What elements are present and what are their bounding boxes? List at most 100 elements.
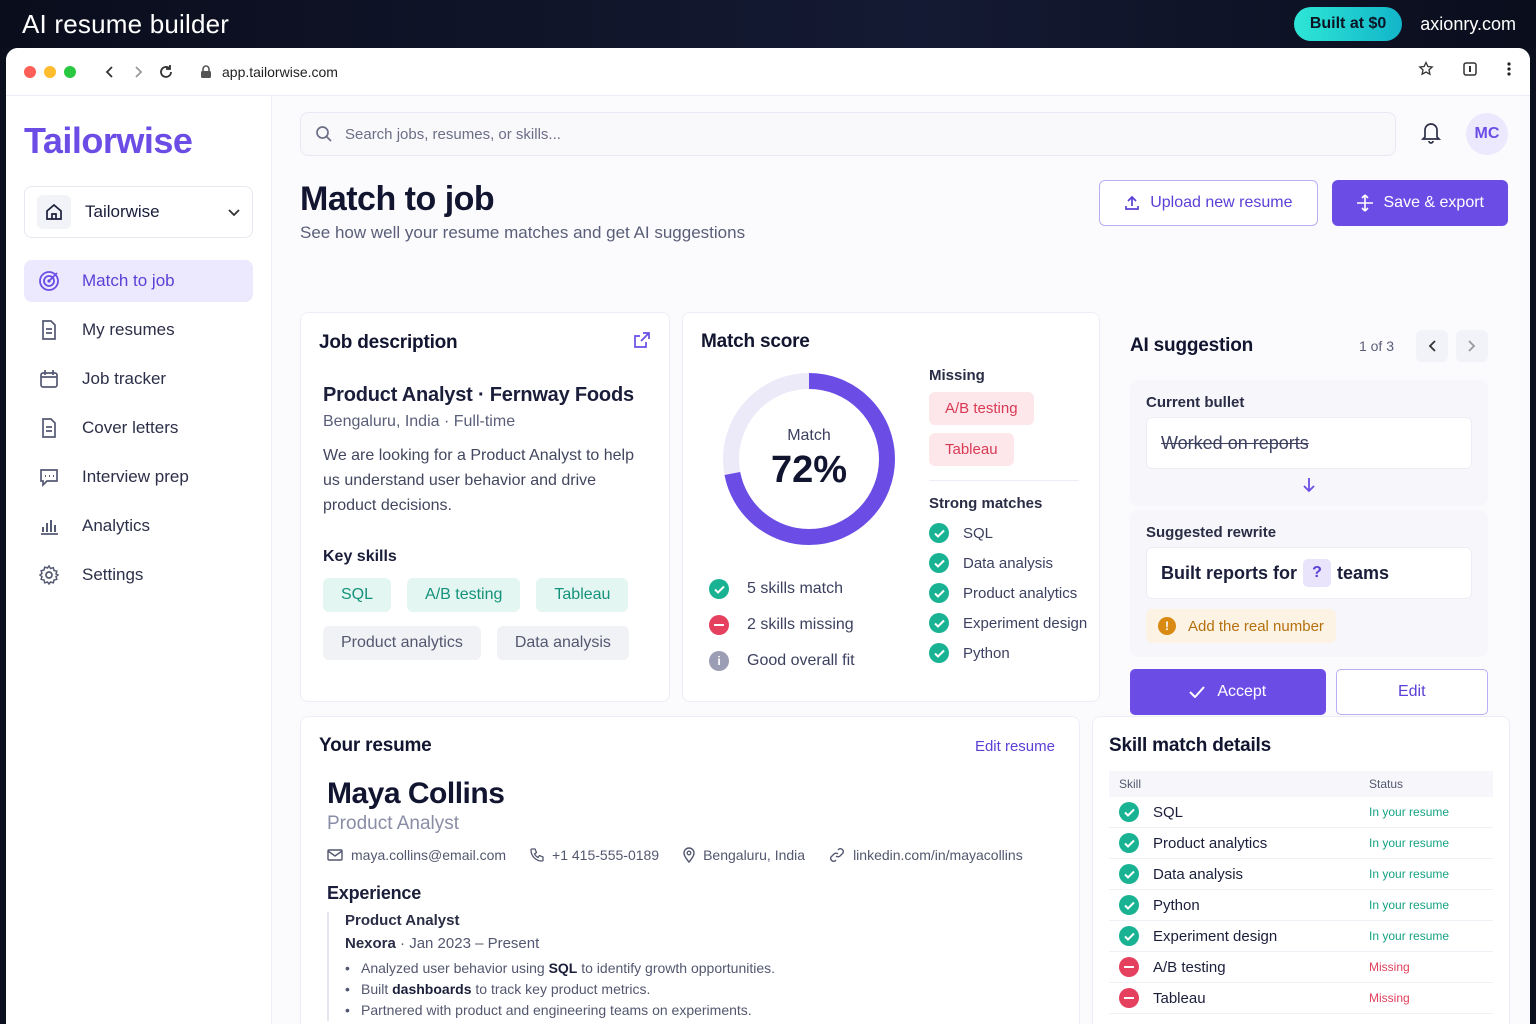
match-percent: 72% — [770, 448, 848, 491]
sidebar-item-analytics[interactable]: Analytics — [24, 505, 253, 547]
accept-label: Accept — [1217, 683, 1267, 700]
browser-window: app.tailorwise.com Tailorwise Tailorwise… — [6, 48, 1530, 1024]
column-header-skill: Skill — [1119, 777, 1142, 791]
skill-status: In your resume — [1369, 898, 1450, 912]
skill-name: Python — [1153, 896, 1200, 914]
previous-suggestion-button[interactable] — [1416, 330, 1448, 362]
edit-suggestion-button[interactable]: Edit — [1335, 669, 1488, 715]
maximize-window-button[interactable] — [64, 65, 76, 78]
browser-toolbar: app.tailorwise.com — [6, 48, 1530, 96]
banner-title: AI resume builder — [22, 8, 230, 39]
home-icon — [37, 195, 71, 229]
sidebar-item-my-resumes[interactable]: My resumes — [24, 309, 253, 351]
donut-label: Match — [787, 426, 831, 444]
match-score-card: Match score Match 72% 5 skills match 2 s… — [682, 312, 1100, 702]
experience-dates: · Jan 2023 – Present — [395, 935, 540, 952]
table-row: Tableau Missing — [1109, 983, 1493, 1014]
table-row: Product analytics In your resume — [1109, 828, 1493, 859]
summary-item: 2 skills missing — [747, 616, 854, 633]
accept-button[interactable]: Accept — [1130, 669, 1326, 715]
bell-icon[interactable] — [1420, 120, 1442, 149]
reload-icon[interactable] — [152, 58, 180, 86]
warning-icon: ! — [1158, 617, 1176, 635]
address-bar[interactable]: app.tailorwise.com — [188, 54, 1408, 89]
sidebar-item-settings[interactable]: Settings — [24, 554, 253, 596]
table-row: Python In your resume — [1109, 890, 1493, 921]
chat-icon — [40, 469, 58, 488]
arrow-down-icon — [1146, 477, 1472, 498]
star-icon[interactable] — [1418, 60, 1434, 82]
sidebar-item-interview-prep[interactable]: Interview prep — [24, 456, 253, 498]
sidebar-item-label: Job tracker — [82, 369, 167, 388]
avatar[interactable]: MC — [1466, 113, 1508, 155]
job-location: Bengaluru, India · Full-time — [323, 413, 516, 430]
calendar-icon — [40, 370, 58, 388]
job-description-text: We are looking for a Product Analyst to … — [323, 447, 634, 514]
suggested-text-after: teams — [1337, 562, 1390, 583]
close-window-button[interactable] — [24, 65, 36, 78]
lock-icon — [201, 64, 211, 78]
sidebar-item-label: Settings — [82, 565, 144, 584]
sidebar-item-label: Interview prep — [82, 467, 189, 486]
back-icon[interactable] — [96, 58, 124, 86]
external-link-icon[interactable] — [633, 331, 651, 354]
resume-email[interactable]: maya.collins@email.com — [351, 847, 507, 863]
skill-table: Skill Status SQL In your resume Product an… — [1109, 771, 1493, 1014]
strong-match-item: Data analysis — [963, 554, 1054, 572]
minimize-window-button[interactable] — [44, 65, 56, 78]
suggested-rewrite-label: Suggested rewrite — [1146, 524, 1277, 541]
workspace-switcher[interactable]: Tailorwise — [24, 186, 253, 238]
placeholder-chip[interactable]: ? — [1303, 559, 1332, 587]
sidebar-item-match-to-job[interactable]: Match to job — [24, 260, 253, 302]
missing-skill-tag: Tableau — [929, 433, 1014, 466]
gear-icon — [38, 564, 60, 586]
forward-icon[interactable] — [124, 58, 152, 86]
search-input[interactable]: Search jobs, resumes, or skills... — [300, 112, 1396, 156]
info-icon: i — [709, 651, 729, 671]
upload-icon — [1125, 195, 1140, 210]
extensions-icon[interactable] — [1462, 61, 1478, 82]
phone-icon — [530, 848, 544, 862]
next-suggestion-button[interactable] — [1456, 330, 1488, 362]
resume-linkedin[interactable]: linkedin.com/in/mayacollins — [853, 847, 1023, 863]
skill-status: In your resume — [1369, 929, 1450, 943]
chevron-left-icon — [1428, 340, 1436, 352]
suggested-rewrite-field[interactable]: Built reports for ? teams — [1146, 547, 1472, 599]
strong-match-item: SQL — [963, 524, 994, 542]
mail-icon — [327, 849, 343, 861]
app-logo[interactable]: Tailorwise — [24, 120, 193, 161]
main-content: Search jobs, resumes, or skills... MC Ma… — [272, 96, 1530, 1024]
sidebar-item-label: Match to job — [82, 271, 175, 290]
sidebar: Tailorwise Tailorwise Match to job My re… — [6, 96, 272, 1024]
resume-card: Your resume Edit resume Maya Collins Pro… — [300, 716, 1080, 1024]
job-role: Product Analyst · Fernway Foods — [323, 384, 634, 406]
edit-resume-link[interactable]: Edit resume — [974, 737, 1055, 755]
table-row: SQL In your resume — [1109, 797, 1493, 828]
sidebar-item-job-tracker[interactable]: Job tracker — [24, 358, 253, 400]
resume-card-title: Your resume — [319, 735, 432, 756]
key-skills-heading: Key skills — [323, 548, 397, 565]
sidebar-item-cover-letters[interactable]: Cover letters — [24, 407, 253, 449]
check-icon — [1119, 802, 1139, 822]
upload-resume-button[interactable]: Upload new resume — [1099, 180, 1318, 226]
check-icon — [929, 523, 949, 543]
skill-name: Product analytics — [1153, 834, 1268, 852]
job-description-card: Job description Product Analyst · Fernwa… — [300, 312, 670, 702]
url-text: app.tailorwise.com — [222, 63, 338, 80]
save-label: Save & export — [1383, 194, 1485, 211]
skill-name: Experiment design — [1153, 927, 1278, 945]
resume-location: Bengaluru, India — [703, 847, 806, 863]
more-menu-icon[interactable] — [1506, 61, 1512, 82]
check-icon — [709, 579, 729, 599]
match-donut: Match 72% — [721, 371, 897, 547]
experience-company-line: Nexora · Jan 2023 – Present — [345, 935, 1061, 952]
search-placeholder: Search jobs, resumes, or skills... — [345, 125, 561, 143]
experience-bullet: Partnered with product and engineering t… — [345, 1000, 1061, 1021]
bar-chart-icon — [41, 520, 58, 535]
save-export-button[interactable]: Save & export — [1331, 180, 1508, 226]
check-icon — [929, 613, 949, 633]
strong-match-item: Experiment design — [963, 614, 1088, 632]
workspace-name: Tailorwise — [85, 202, 160, 221]
resume-headline: Product Analyst — [327, 813, 460, 834]
strong-match-item: Python — [963, 644, 1010, 662]
